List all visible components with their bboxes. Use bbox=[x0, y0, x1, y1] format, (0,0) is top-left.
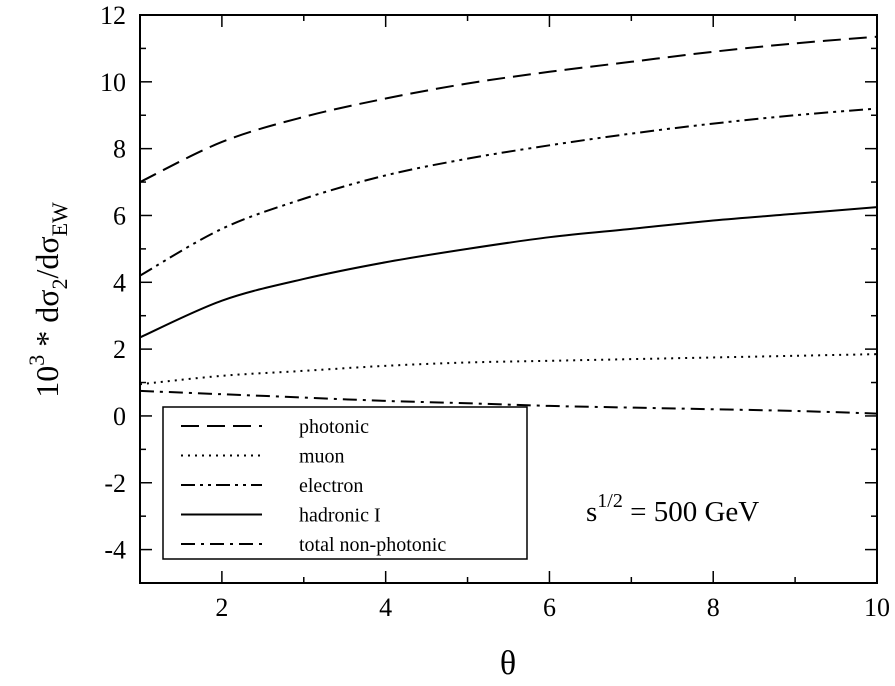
x-tick-label: 6 bbox=[543, 593, 556, 622]
y-title-sub1: 2 bbox=[47, 279, 72, 290]
ticks bbox=[139, 14, 878, 584]
x-tick-label: 4 bbox=[379, 593, 392, 622]
y-title-sub2: EW bbox=[47, 202, 72, 236]
y-tick-label: 0 bbox=[113, 402, 126, 431]
legend-box bbox=[162, 406, 528, 560]
y-axis-title: 103 * dσ2/dσEW bbox=[24, 202, 72, 398]
legend: photonic muon electron hadronic I total non-… bbox=[162, 406, 528, 560]
series-line-muon bbox=[139, 353, 878, 386]
y-title-base: 10 bbox=[29, 366, 65, 398]
x-tick-label: 8 bbox=[707, 593, 720, 622]
legend-label-muon: muon bbox=[299, 446, 345, 468]
annotation-base: s bbox=[586, 496, 597, 528]
series-line-electron bbox=[139, 107, 878, 277]
x-tick-label: 10 bbox=[864, 593, 890, 622]
y-tick-label: 10 bbox=[100, 68, 126, 97]
series-line-photonic bbox=[139, 35, 878, 183]
legend-label-total-non-photonic: total non-photonic bbox=[299, 534, 446, 556]
y-tick-label: 4 bbox=[113, 268, 126, 297]
series-line-hadronic-i bbox=[139, 206, 878, 339]
series-line-total-non-photonic bbox=[139, 389, 878, 415]
series-lines bbox=[139, 35, 878, 415]
annotation-rest: = 500 GeV bbox=[623, 496, 759, 528]
x-tick-label: 2 bbox=[215, 593, 228, 622]
legend-label-hadronic-i: hadronic I bbox=[299, 505, 381, 527]
y-tick-label: 6 bbox=[113, 201, 126, 230]
y-title-slash: /dσ bbox=[29, 236, 65, 278]
x-axis-title: θ bbox=[500, 645, 516, 682]
y-tick-label: -2 bbox=[104, 469, 126, 498]
y-title-mid: * dσ bbox=[29, 290, 65, 355]
legend-items: photonic muon electron hadronic I total non-… bbox=[181, 416, 446, 556]
y-tick-label: 2 bbox=[113, 335, 126, 364]
y-title-sup: 3 bbox=[24, 355, 49, 366]
legend-label-photonic: photonic bbox=[299, 416, 369, 438]
annotation-sup: 1/2 bbox=[597, 490, 623, 512]
y-tick-label: -4 bbox=[104, 536, 126, 565]
y-tick-label: 8 bbox=[113, 135, 126, 164]
tick-labels: 2 4 6 8 10 -4 -2 0 2 4 6 8 10 12 bbox=[100, 1, 890, 622]
energy-annotation: s1/2 = 500 GeV bbox=[586, 490, 759, 528]
plot-frame bbox=[139, 14, 878, 584]
y-tick-label: 12 bbox=[100, 1, 126, 30]
legend-label-electron: electron bbox=[299, 475, 363, 497]
